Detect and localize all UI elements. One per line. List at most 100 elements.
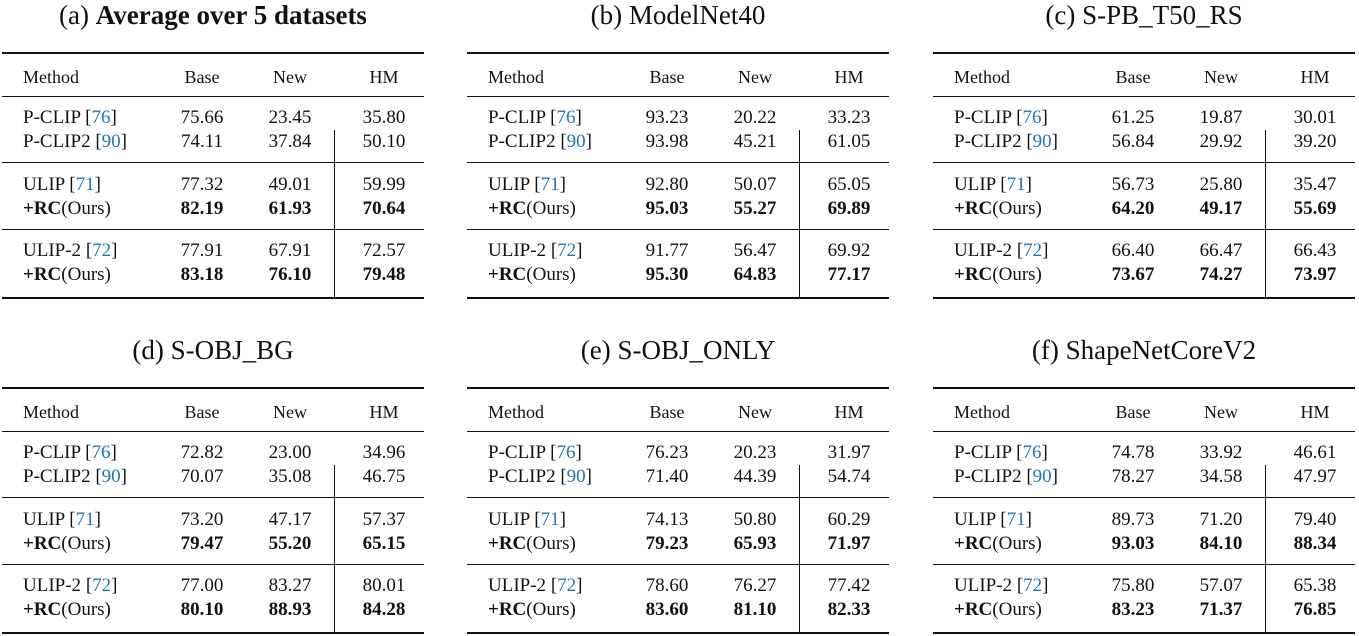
method-name: RC	[964, 264, 993, 285]
citation-link[interactable]: 71	[75, 509, 95, 530]
citation-link[interactable]: 72	[1023, 575, 1043, 596]
column-divider	[334, 465, 336, 633]
table-row-method: P-CLIP [76]	[488, 107, 582, 128]
citation-link[interactable]: 71	[1006, 509, 1026, 530]
method-name: ULIP	[23, 174, 65, 195]
table-rule	[933, 229, 1355, 231]
table-rule	[2, 431, 424, 433]
table-row-method: ULIP-2 [72]	[954, 575, 1049, 596]
table-cell-base: 77.32	[180, 174, 224, 195]
table-rule	[2, 297, 424, 299]
citation-link[interactable]: 71	[75, 174, 95, 195]
table-rule	[2, 632, 424, 634]
citation-link[interactable]: 72	[557, 575, 577, 596]
table-cell-base: 93.98	[645, 131, 689, 152]
citation-link[interactable]: 90	[566, 466, 586, 487]
table-cell-hm: 46.75	[362, 466, 406, 487]
table-cell-new: 37.84	[268, 131, 312, 152]
table-cell-new: 81.10	[733, 599, 777, 620]
method-name: P-CLIP2	[23, 131, 91, 152]
table-rule	[467, 387, 889, 389]
table-cell-hm: 65.38	[1293, 575, 1337, 596]
table-cell-new: 23.45	[268, 107, 312, 128]
method-name: RC	[498, 264, 527, 285]
citation-link[interactable]: 72	[92, 575, 112, 596]
citation-link[interactable]: 90	[1032, 466, 1052, 487]
table-cell-new: 25.80	[1199, 174, 1243, 195]
citation-link[interactable]: 72	[92, 240, 112, 261]
table-row-method: +RC(Ours)	[488, 599, 576, 621]
table-row-method: ULIP-2 [72]	[488, 575, 583, 596]
table-rule	[467, 162, 889, 164]
citation-link[interactable]: 90	[101, 131, 121, 152]
table-cell-new: 19.87	[1199, 107, 1243, 128]
citation-link[interactable]: 72	[557, 240, 577, 261]
table-cell-base: 78.60	[645, 575, 689, 596]
citation-link[interactable]: 71	[1006, 174, 1026, 195]
citation-link[interactable]: 90	[101, 466, 121, 487]
panel-caption: (d) S-OBJ_BG	[2, 335, 424, 365]
citation-link[interactable]: 76	[556, 107, 576, 128]
citation-link[interactable]: 90	[1032, 131, 1052, 152]
table-rule	[933, 96, 1355, 98]
method-name: RC	[964, 533, 993, 554]
table-cell-new: 20.22	[733, 107, 777, 128]
method-name: P-CLIP2	[954, 466, 1022, 487]
column-divider	[799, 465, 801, 633]
plus-sign: +	[23, 264, 34, 285]
caption-title: Average over 5 datasets	[95, 0, 367, 30]
table-cell-base: 82.19	[180, 198, 224, 219]
table-cell-new: 83.27	[268, 575, 312, 596]
table-rule	[467, 52, 889, 54]
table-cell-base: 75.80	[1111, 575, 1155, 596]
citation-link[interactable]: 76	[91, 107, 111, 128]
panel-caption: (e) S-OBJ_ONLY	[467, 335, 889, 365]
table-cell-hm: 31.97	[827, 442, 871, 463]
table-cell-new: 88.93	[268, 599, 312, 620]
citation-link[interactable]: 76	[1022, 107, 1042, 128]
table-rule	[933, 52, 1355, 54]
table-cell-new: 71.37	[1199, 599, 1243, 620]
table-cell-hm: 69.89	[827, 198, 871, 219]
table-cell-new: 76.27	[733, 575, 777, 596]
citation-link[interactable]: 76	[91, 442, 111, 463]
method-suffix: (Ours)	[61, 264, 111, 285]
citation-link[interactable]: 71	[540, 509, 560, 530]
table-cell-base: 56.84	[1111, 131, 1155, 152]
citation-link[interactable]: 72	[1023, 240, 1043, 261]
citation-link[interactable]: 71	[540, 174, 560, 195]
table-rule	[467, 297, 889, 299]
method-name: RC	[498, 533, 527, 554]
plus-sign: +	[954, 198, 965, 219]
table-cell-new: 49.17	[1199, 198, 1243, 219]
method-name: RC	[964, 599, 993, 620]
column-divider	[799, 130, 801, 298]
table-cell-hm: 60.29	[827, 509, 871, 530]
column-header-base: Base	[649, 402, 685, 422]
table-cell-hm: 39.20	[1293, 131, 1337, 152]
citation-link[interactable]: 76	[556, 442, 576, 463]
table-row-method: P-CLIP [76]	[954, 442, 1048, 463]
table-cell-base: 73.67	[1111, 264, 1155, 285]
citation-link[interactable]: 90	[566, 131, 586, 152]
citation-link[interactable]: 76	[1022, 442, 1042, 463]
table-rule	[2, 497, 424, 499]
table-cell-new: 50.80	[733, 509, 777, 530]
table-cell-hm: 65.15	[362, 533, 406, 554]
table-cell-hm: 66.43	[1293, 240, 1337, 261]
column-header-new: New	[273, 402, 307, 422]
table-cell-new: 29.92	[1199, 131, 1243, 152]
caption-title: S-OBJ_ONLY	[617, 335, 776, 365]
table-rule	[933, 497, 1355, 499]
caption-label: (d)	[132, 335, 164, 365]
column-header-new: New	[1204, 67, 1238, 87]
table-cell-hm: 77.17	[827, 264, 871, 285]
table-cell-hm: 72.57	[362, 240, 406, 261]
column-divider	[334, 130, 336, 298]
method-suffix: (Ours)	[992, 264, 1042, 285]
column-header-new: New	[738, 402, 772, 422]
method-name: ULIP-2	[954, 240, 1013, 261]
method-name: P-CLIP2	[954, 131, 1022, 152]
method-suffix: (Ours)	[992, 599, 1042, 620]
table-cell-base: 71.40	[645, 466, 689, 487]
